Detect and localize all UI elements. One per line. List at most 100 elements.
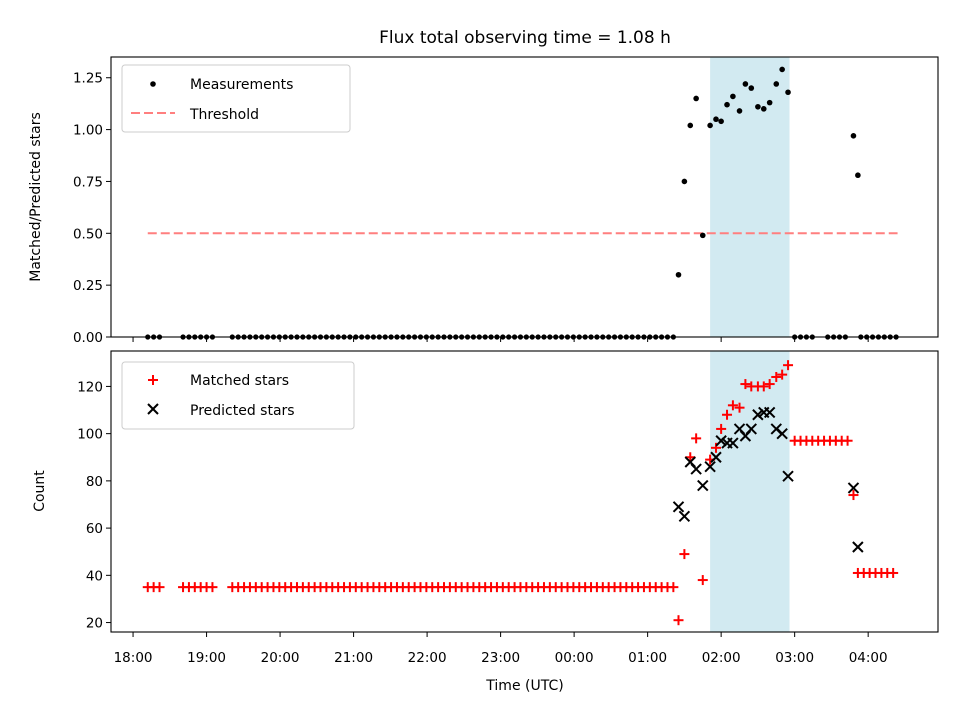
top-panel: 0.00 0.25 0.50 0.75 1.00 1.25 Matched/Predict… bbox=[28, 56, 939, 346]
predicted-star-point bbox=[852, 541, 864, 553]
bottom-y-tick-label: 80 bbox=[86, 474, 103, 490]
measurement-point bbox=[748, 85, 755, 91]
predicted-star-point bbox=[745, 423, 757, 435]
measurement-point bbox=[713, 116, 719, 123]
matched-star-point bbox=[697, 575, 708, 586]
measurement-point bbox=[681, 178, 688, 185]
top-y-tick-label: 1.25 bbox=[73, 71, 103, 87]
predicted-star-point bbox=[678, 510, 691, 523]
x-tick-label: 23:00 bbox=[481, 650, 520, 666]
predicted-star-point bbox=[752, 409, 764, 421]
matched-star-point bbox=[727, 400, 738, 411]
matched-star-point bbox=[154, 582, 165, 593]
x-tick-label: 20:00 bbox=[261, 650, 300, 666]
top-y-tick-label: 0.50 bbox=[73, 226, 103, 242]
matched-star-point bbox=[668, 582, 679, 593]
matched-star-point bbox=[679, 549, 690, 560]
bottom-y-tick-label: 60 bbox=[86, 521, 103, 537]
predicted-star-point bbox=[710, 451, 722, 463]
x-tick-label: 21:00 bbox=[334, 650, 373, 666]
matched-star-point bbox=[758, 381, 769, 392]
legend-predicted-x bbox=[147, 403, 159, 415]
top-legend-box bbox=[121, 64, 351, 133]
x-tick-label: 19:00 bbox=[187, 650, 226, 666]
bottom-legend-box bbox=[121, 361, 355, 430]
legend-matched-plus bbox=[148, 375, 158, 385]
x-tick-label: 03:00 bbox=[775, 650, 814, 666]
predicted-star-point bbox=[715, 435, 727, 447]
predicted-star-point bbox=[690, 463, 702, 475]
bottom-y-tick-label: 40 bbox=[86, 568, 103, 584]
bottom-highlight-span bbox=[710, 351, 790, 632]
matched-star-point bbox=[842, 435, 853, 446]
predicted-star-point bbox=[763, 406, 776, 419]
count-points bbox=[142, 360, 899, 626]
matched-star-point bbox=[777, 369, 788, 380]
legend-threshold-label: Threshold bbox=[189, 107, 259, 123]
measurement-point bbox=[707, 122, 713, 129]
predicted-star-point bbox=[847, 482, 860, 494]
bottom-axes-frame bbox=[110, 350, 939, 633]
legend-matched-label: Matched stars bbox=[190, 373, 289, 389]
measurement-point bbox=[693, 95, 699, 102]
measurement-point bbox=[779, 66, 785, 73]
bottom-y-tick-label: 100 bbox=[77, 427, 103, 443]
matched-star-point bbox=[888, 567, 899, 578]
x-tick-label: 22:00 bbox=[408, 650, 447, 666]
bottom-panel: 20 40 60 80 100 120 18:00 19:00 20:00 21:00 22:00… bbox=[32, 350, 939, 694]
top-highlight-span bbox=[710, 57, 790, 337]
measurement-point bbox=[724, 101, 730, 108]
measurement-point bbox=[718, 118, 724, 125]
top-y-ticks: 0.00 0.25 0.50 0.75 1.00 1.25 bbox=[73, 71, 111, 346]
measurement-point bbox=[766, 99, 773, 106]
x-tick-label: 00:00 bbox=[555, 650, 594, 666]
matched-star-point bbox=[673, 615, 684, 626]
measurement-point bbox=[675, 271, 682, 278]
measurement-point bbox=[855, 172, 861, 179]
measurement-point bbox=[742, 81, 749, 87]
measurement-point bbox=[736, 108, 743, 114]
predicted-star-point bbox=[672, 501, 685, 513]
predicted-star-point bbox=[697, 479, 709, 492]
predicted-star-point bbox=[727, 437, 739, 449]
measurement-point bbox=[699, 232, 706, 239]
measurement-point bbox=[760, 106, 767, 112]
matched-star-point bbox=[734, 402, 745, 413]
top-y-tick-label: 0.75 bbox=[73, 174, 103, 190]
x-tick-label: 18:00 bbox=[114, 650, 153, 666]
measurement-point bbox=[785, 89, 791, 96]
x-axis-label: Time (UTC) bbox=[485, 678, 563, 694]
matched-star-point bbox=[848, 490, 859, 501]
top-y-axis-label: Matched/Predicted stars bbox=[28, 112, 44, 282]
bottom-y-tick-label: 120 bbox=[77, 379, 103, 395]
chart-title: Flux total observing time = 1.08 h bbox=[379, 28, 671, 48]
matched-star-point bbox=[716, 423, 727, 434]
measurement-point bbox=[850, 133, 857, 139]
top-legend: Measurements Threshold bbox=[121, 64, 351, 133]
top-x-ticks bbox=[132, 337, 869, 342]
legend-matched-marker bbox=[148, 375, 158, 385]
matched-star-point bbox=[207, 582, 218, 593]
matched-star-point bbox=[691, 433, 702, 444]
measurement-point bbox=[755, 103, 761, 110]
legend-predicted-label: Predicted stars bbox=[190, 403, 295, 419]
top-axes-frame bbox=[110, 56, 939, 338]
legend-predicted-marker bbox=[147, 403, 159, 415]
bottom-y-axis-label: Count bbox=[32, 470, 48, 512]
legend-measurements-label: Measurements bbox=[190, 77, 293, 93]
bottom-y-ticks: 20 40 60 80 100 120 bbox=[77, 379, 111, 632]
bottom-y-tick-label: 20 bbox=[86, 616, 103, 632]
top-y-tick-label: 1.00 bbox=[73, 123, 103, 139]
top-y-tick-label: 0.25 bbox=[73, 278, 103, 294]
x-tick-label: 04:00 bbox=[849, 650, 888, 666]
legend-measurement-marker bbox=[150, 81, 156, 87]
x-tick-label: 01:00 bbox=[628, 650, 667, 666]
predicted-star-point bbox=[776, 427, 788, 440]
x-tick-label: 02:00 bbox=[702, 650, 741, 666]
predicted-star-point bbox=[704, 460, 716, 473]
measurement-point bbox=[730, 93, 736, 100]
matched-star-point bbox=[783, 360, 794, 371]
matched-star-point bbox=[771, 371, 782, 382]
bottom-legend: Matched stars Predicted stars bbox=[121, 361, 355, 430]
